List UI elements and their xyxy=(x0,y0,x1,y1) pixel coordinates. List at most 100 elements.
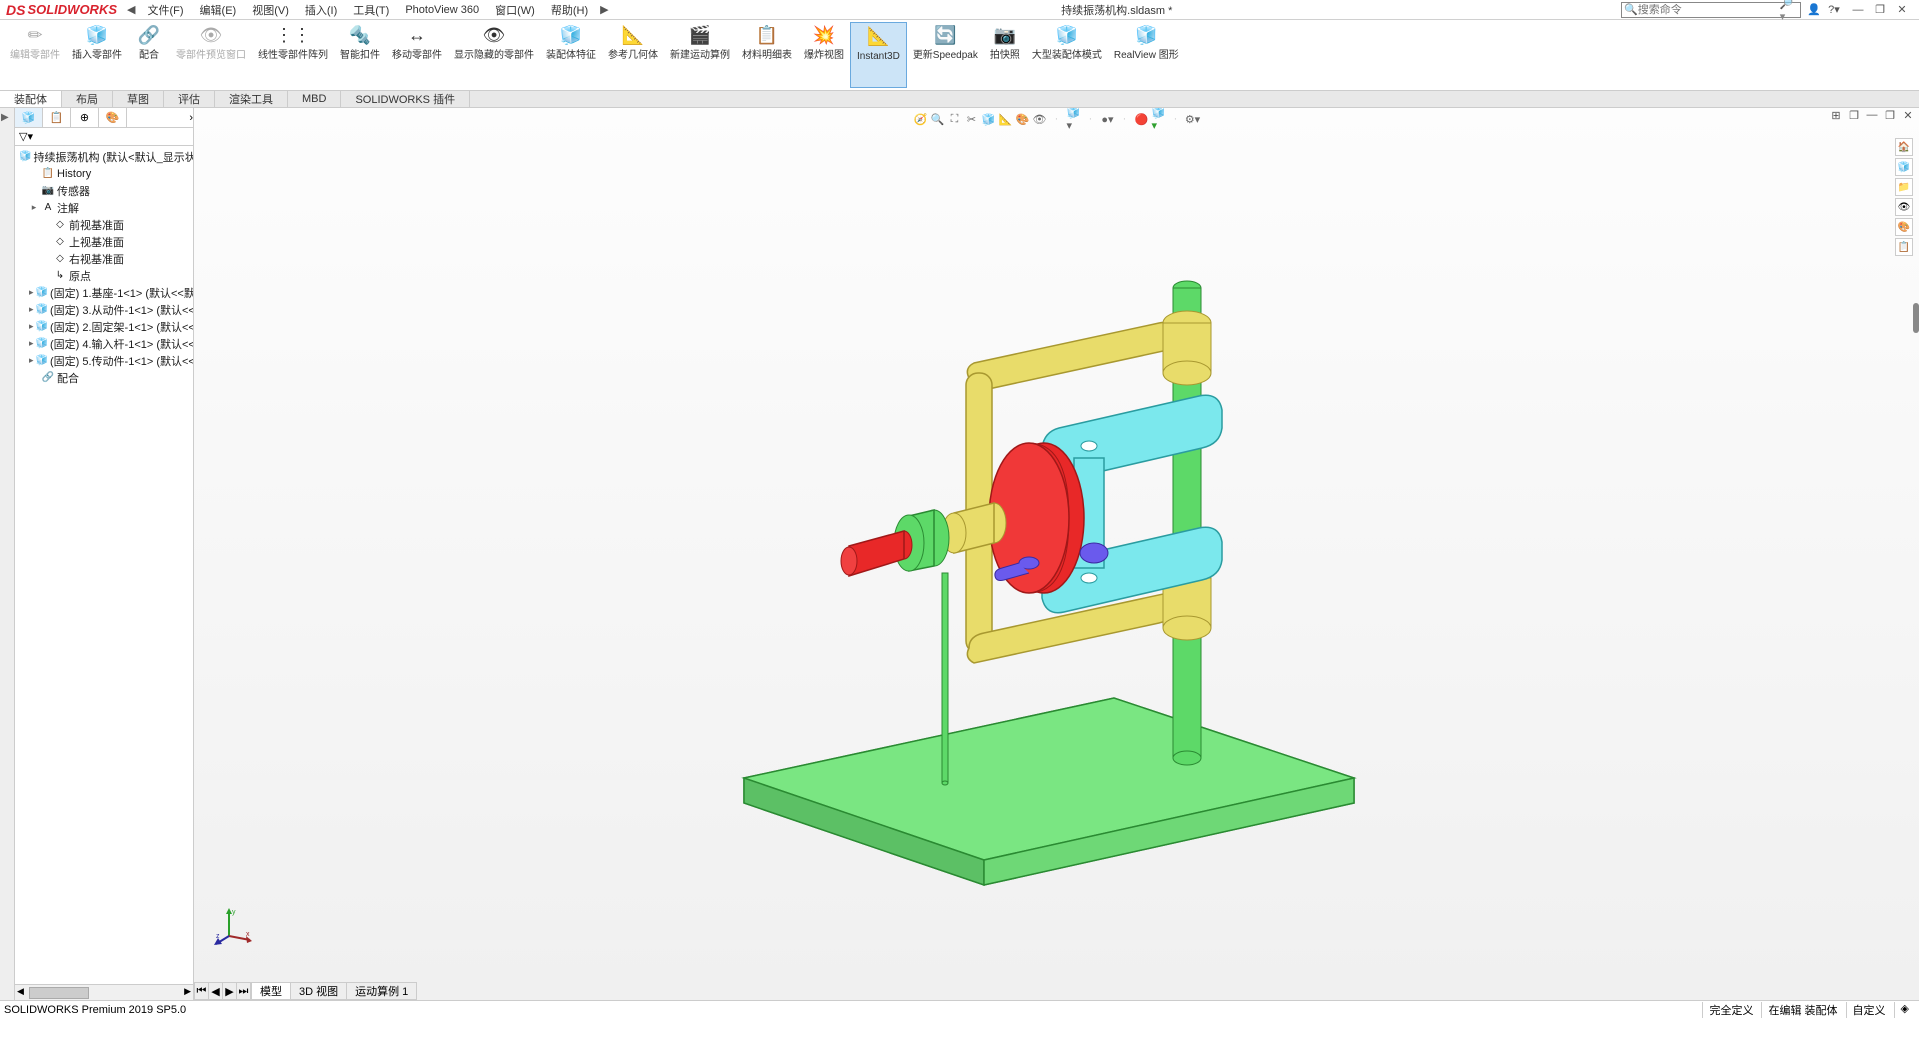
tree-scrollbar[interactable]: ◀ ▶ xyxy=(15,984,193,1000)
tree-tab-config[interactable]: ⊕ xyxy=(71,108,99,127)
taskpane-view-icon[interactable]: 👁 xyxy=(1895,198,1913,216)
tree-expand-icon[interactable]: ▸ xyxy=(29,202,39,213)
sheet-tab-model[interactable]: 模型 xyxy=(252,982,291,1000)
tree-item-1[interactable]: 📷传感器 xyxy=(15,182,193,199)
tree-tab-feature[interactable]: 🧊 xyxy=(15,108,43,127)
taskpane-explorer-icon[interactable]: 📁 xyxy=(1895,178,1913,196)
view-render2-icon[interactable]: 🧊▾ xyxy=(1152,112,1166,126)
sidebar-collapse-icon[interactable]: ▶ xyxy=(1,112,13,124)
tree-tab-more[interactable]: › xyxy=(127,108,193,127)
tree-tab-property[interactable]: 📋 xyxy=(43,108,71,127)
tree-expand-icon[interactable]: ▸ xyxy=(29,304,34,315)
view-hide-icon[interactable]: 👁 xyxy=(1033,112,1047,126)
tree-item-8[interactable]: ▸🧊(固定) 3.从动件-1<1> (默认<<默认 xyxy=(15,301,193,318)
command-tab-6[interactable]: SOLIDWORKS 插件 xyxy=(341,91,470,107)
ribbon-btn-7[interactable]: 👁显示隐藏的零部件 xyxy=(448,22,540,88)
graphics-viewport[interactable]: 🧭 🔍 ⛶ ✂ 🧊 📐 🎨 👁 · 🧊▾ · ●▾ · 🔴 🧊▾ · ⚙▾ ⊞ … xyxy=(194,108,1919,1000)
tree-item-6[interactable]: ↳原点 xyxy=(15,267,193,284)
menu-help[interactable]: 帮助(H) xyxy=(543,0,596,19)
minimize-button[interactable]: — xyxy=(1851,3,1865,17)
tree-item-4[interactable]: ◇上视基准面 xyxy=(15,233,193,250)
tree-expand-icon[interactable]: ▸ xyxy=(29,321,34,332)
sheet-prev-button[interactable]: ◀ xyxy=(209,983,223,999)
ribbon-btn-4[interactable]: ⋮⋮线性零部件阵列 xyxy=(252,22,334,88)
tree-item-10[interactable]: ▸🧊(固定) 4.输入杆-1<1> (默认<<默 xyxy=(15,335,193,352)
view-orient-icon[interactable]: 🧭 xyxy=(914,112,928,126)
vp-float-icon[interactable]: ❐ xyxy=(1847,108,1861,122)
ribbon-btn-11[interactable]: 📋材料明细表 xyxy=(736,22,798,88)
scroll-right-icon[interactable]: ▶ xyxy=(184,986,191,997)
view-edit-icon[interactable]: 🧊▾ xyxy=(1067,112,1081,126)
tree-expand-icon[interactable]: ▸ xyxy=(29,355,34,366)
taskpane-custom-icon[interactable]: 📋 xyxy=(1895,238,1913,256)
sheet-next-button[interactable]: ▶ xyxy=(223,983,237,999)
status-notification-icon[interactable]: ◈ xyxy=(1894,1002,1915,1018)
ribbon-btn-12[interactable]: 💥爆炸视图 xyxy=(798,22,850,88)
viewport-scroll-thumb[interactable] xyxy=(1913,303,1919,333)
tree-item-2[interactable]: ▸A注解 xyxy=(15,199,193,216)
menu-nav-left[interactable]: ◀ xyxy=(123,3,139,16)
vp-minimize-button[interactable]: — xyxy=(1865,108,1879,122)
tree-expand-icon[interactable]: ▸ xyxy=(29,287,34,298)
view-appearance-icon[interactable]: ●▾ xyxy=(1101,112,1115,126)
scroll-left-icon[interactable]: ◀ xyxy=(17,986,24,997)
tree-item-12[interactable]: 🔗配合 xyxy=(15,369,193,386)
menu-insert[interactable]: 插入(I) xyxy=(297,0,345,19)
tree-scroll-thumb[interactable] xyxy=(29,987,89,999)
menu-tools[interactable]: 工具(T) xyxy=(345,0,397,19)
tree-item-5[interactable]: ◇右视基准面 xyxy=(15,250,193,267)
taskpane-resources-icon[interactable]: 🏠 xyxy=(1895,138,1913,156)
tree-filter-bar[interactable]: ▽▾ xyxy=(15,128,193,146)
taskpane-appearance-icon[interactable]: 🎨 xyxy=(1895,218,1913,236)
vp-layout-icon[interactable]: ⊞ xyxy=(1829,108,1843,122)
command-tab-4[interactable]: 渲染工具 xyxy=(215,91,288,107)
vp-close-button[interactable]: ✕ xyxy=(1901,108,1915,122)
sheet-tab-motion[interactable]: 运动算例 1 xyxy=(347,982,417,1000)
tree-item-3[interactable]: ◇前视基准面 xyxy=(15,216,193,233)
ribbon-btn-8[interactable]: 🧊装配体特征 xyxy=(540,22,602,88)
status-custom[interactable]: 自定义 xyxy=(1846,1002,1892,1018)
view-settings-icon[interactable]: ⚙▾ xyxy=(1186,112,1200,126)
menu-edit[interactable]: 编辑(E) xyxy=(192,0,245,19)
sheet-first-button[interactable]: ⏮ xyxy=(195,983,209,999)
ribbon-btn-13[interactable]: 📐Instant3D xyxy=(850,22,907,88)
search-box[interactable]: 🔍 🔎▾ xyxy=(1621,2,1801,18)
restore-button[interactable]: ❐ xyxy=(1873,3,1887,17)
view-fit-icon[interactable]: ⛶ xyxy=(948,112,962,126)
tree-item-7[interactable]: ▸🧊(固定) 1.基座-1<1> (默认<<默认 xyxy=(15,284,193,301)
tree-expand-icon[interactable]: ▸ xyxy=(29,338,34,349)
sheet-last-button[interactable]: ⏭ xyxy=(237,983,251,999)
tree-item-9[interactable]: ▸🧊(固定) 2.固定架-1<1> (默认<<默 xyxy=(15,318,193,335)
view-scene-icon[interactable]: 🎨 xyxy=(1016,112,1030,126)
tree-item-0[interactable]: 📋History xyxy=(15,165,193,182)
menu-view[interactable]: 视图(V) xyxy=(244,0,297,19)
command-tab-1[interactable]: 布局 xyxy=(62,91,113,107)
vp-restore-button[interactable]: ❐ xyxy=(1883,108,1897,122)
search-dropdown-icon[interactable]: 🔎▾ xyxy=(1780,0,1798,23)
view-display-icon[interactable]: 🧊 xyxy=(982,112,996,126)
command-tab-2[interactable]: 草图 xyxy=(113,91,164,107)
orientation-triad[interactable]: y x z xyxy=(214,906,254,946)
user-icon[interactable]: 👤 xyxy=(1807,3,1821,17)
view-render-icon[interactable]: 🔴 xyxy=(1135,112,1149,126)
ribbon-btn-16[interactable]: 🧊大型装配体模式 xyxy=(1026,22,1108,88)
search-input[interactable] xyxy=(1638,4,1780,16)
command-tab-3[interactable]: 评估 xyxy=(164,91,215,107)
ribbon-btn-6[interactable]: ↔移动零部件 xyxy=(386,22,448,88)
ribbon-btn-17[interactable]: 🧊RealView 图形 xyxy=(1108,22,1185,88)
menu-window[interactable]: 窗口(W) xyxy=(487,0,543,19)
menu-photoview[interactable]: PhotoView 360 xyxy=(397,0,487,19)
ribbon-btn-15[interactable]: 📷拍快照 xyxy=(984,22,1026,88)
sheet-tab-3dview[interactable]: 3D 视图 xyxy=(291,982,347,1000)
command-tab-5[interactable]: MBD xyxy=(288,91,341,107)
taskpane-library-icon[interactable]: 🧊 xyxy=(1895,158,1913,176)
menu-file[interactable]: 文件(F) xyxy=(139,0,191,19)
ribbon-btn-14[interactable]: 🔄更新Speedpak xyxy=(907,22,984,88)
ribbon-btn-10[interactable]: 🎬新建运动算例 xyxy=(664,22,736,88)
view-zoom-icon[interactable]: 🔍 xyxy=(931,112,945,126)
ribbon-btn-9[interactable]: 📐参考几何体 xyxy=(602,22,664,88)
tree-tab-display[interactable]: 🎨 xyxy=(99,108,127,127)
help-icon[interactable]: ?▾ xyxy=(1827,3,1841,17)
close-button[interactable]: ✕ xyxy=(1895,3,1909,17)
command-tab-0[interactable]: 装配体 xyxy=(0,91,62,107)
